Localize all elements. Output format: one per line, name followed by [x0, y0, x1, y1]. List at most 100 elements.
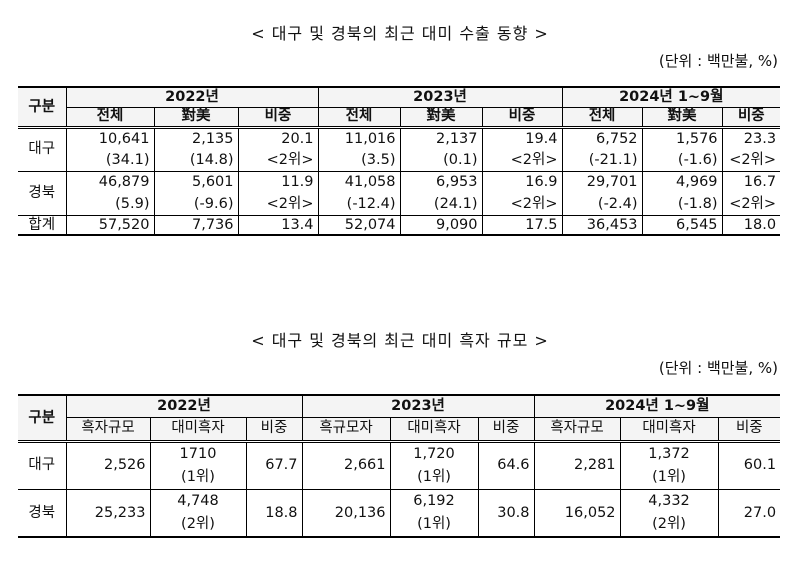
table2-unit: (단위 : 백만불, %) [658, 359, 778, 377]
table2-row-daegu-rank: (1위) (1위) (1위) [18, 465, 780, 490]
table-cell: (1위) [390, 513, 479, 538]
table-cell: 29,701 [562, 171, 643, 193]
table-cell: 52,074 [318, 215, 401, 236]
table-cell: 13.4 [238, 215, 319, 236]
table-cell: 10,641 [66, 127, 155, 149]
table2-title: < 대구 및 경북의 최근 대미 흑자 규모 > [251, 331, 549, 350]
table2-row-daegu: 대구 2,526 1710 67.7 2,661 1,720 64.6 2,28… [18, 441, 781, 490]
table-cell: 2,281 [534, 441, 621, 490]
table1-row-daegu: 대구 10,641 2,135 20.1 11,016 2,137 19.4 6… [18, 127, 780, 172]
table-cell: 6,192 [390, 489, 479, 513]
table-cell: (2위) [620, 513, 719, 538]
table2-subheader: 비중 [246, 417, 303, 443]
table-cell: <2위> [722, 193, 781, 216]
table2-year-2024: 2024년 1~9월 [534, 394, 781, 418]
table-cell: 57,520 [66, 215, 155, 236]
table2-row-gyeongbuk: 경북 25,233 4,748 18.8 20,136 6,192 30.8 1… [18, 489, 781, 538]
table-cell: (1위) [150, 465, 247, 490]
table-cell: (24.1) [400, 193, 483, 216]
table1-subheader: 전체 [562, 107, 643, 129]
table-cell: 1710 [150, 441, 247, 465]
table-cell: (34.1) [66, 149, 155, 172]
table-cell: 64.6 [478, 441, 535, 490]
table-cell: (3.5) [318, 149, 401, 172]
table-cell: 2,526 [66, 441, 151, 490]
row-label-gyeongbuk: 경북 [18, 489, 67, 538]
table1-subheader: 전체 [66, 107, 155, 129]
table-cell: 60.1 [718, 441, 781, 490]
table-cell: 19.4 [482, 127, 563, 149]
table-cell: 4,969 [642, 171, 723, 193]
table-cell: (0.1) [400, 149, 483, 172]
table-cell: 4,748 [150, 489, 247, 513]
surplus-table: 구분 2022년 2023년 2024년 1~9월 흑자규모 대미흑자 비중 흑… [18, 394, 781, 538]
table-cell: 1,720 [390, 441, 479, 465]
table2-year-2022: 2022년 [66, 394, 303, 418]
table-cell: 20,136 [302, 489, 391, 538]
table2-subheader: 비중 [718, 417, 781, 443]
table-cell: (14.8) [154, 149, 239, 172]
table-cell: 16.9 [482, 171, 563, 193]
table-cell: 2,135 [154, 127, 239, 149]
table2-subheader: 대미흑자 [620, 417, 719, 443]
table-cell: 27.0 [718, 489, 781, 538]
table-cell: (1위) [620, 465, 719, 490]
table2-subheader: 흑규모자 [302, 417, 391, 443]
table1-row-total: 합계 57,520 7,736 13.4 52,074 9,090 17.5 3… [18, 215, 781, 236]
table-cell: 6,953 [400, 171, 483, 193]
table-cell: 1,372 [620, 441, 719, 465]
table-cell: 11,016 [318, 127, 401, 149]
table-cell: 23.3 [743, 130, 777, 147]
table-cell: 46,879 [66, 171, 155, 193]
table2-corner: 구분 [18, 394, 67, 443]
table2-subheader: 대미흑자 [150, 417, 247, 443]
table-cell: <2위> [238, 149, 319, 172]
table2-subheader: 대미흑자 [390, 417, 479, 443]
table-cell: 6,752 [562, 127, 643, 149]
table-cell: (-9.6) [154, 193, 239, 216]
table-cell: 7,736 [154, 215, 239, 236]
table-cell: 30.8 [478, 489, 535, 538]
table-cell: <2위> [238, 193, 319, 216]
table-cell: 5,601 [154, 171, 239, 193]
table-cell: 25,233 [66, 489, 151, 538]
table-cell: 2,137 [400, 127, 483, 149]
table1-subheader: 비중 [722, 107, 781, 129]
table-cell: 36,453 [562, 215, 643, 236]
table2-row-gyeongbuk-rank: (2위) (1위) (2위) [18, 513, 780, 538]
table-cell: 18.0 [722, 215, 781, 236]
table-cell: (2위) [150, 513, 247, 538]
table-cell: (5.9) [66, 193, 155, 216]
table-cell: 11.9 [238, 171, 319, 193]
table1-title: < 대구 및 경북의 최근 대미 수출 동향 > [251, 24, 549, 43]
table-cell: (-1.6) [642, 149, 723, 172]
table2-subheader: 흑자규모 [66, 417, 151, 443]
export-table: 구분 2022년 2023년 2024년 1~9월 전체 對美 비중 전체 對美… [18, 86, 781, 236]
table2-subheader: 비중 [478, 417, 535, 443]
row-label-gyeongbuk: 경북 [18, 171, 67, 216]
table-cell: 6,545 [642, 215, 723, 236]
row-label-total: 합계 [18, 215, 67, 236]
table-cell: (-2.4) [562, 193, 643, 216]
table1-corner: 구분 [18, 86, 67, 129]
table1-row-daegu-change: (34.1) (14.8) <2위> (3.5) (0.1) <2위> (-21… [18, 149, 781, 172]
table-cell: <2위> [482, 193, 563, 216]
table1-subheader: 對美 [400, 107, 483, 129]
table2-year-2023: 2023년 [302, 394, 535, 418]
row-label-daegu: 대구 [18, 127, 67, 172]
table-cell: 9,090 [400, 215, 483, 236]
table-cell: <2위> [482, 149, 563, 172]
table-cell: (-21.1) [562, 149, 643, 172]
table-cell: 4,332 [620, 489, 719, 513]
table-cell: (-1.8) [642, 193, 723, 216]
table1-subheader: 對美 [154, 107, 239, 129]
table-cell: 67.7 [246, 441, 303, 490]
table-cell: 2,661 [302, 441, 391, 490]
table-cell: 16,052 [534, 489, 621, 538]
table1-year-2022: 2022년 [66, 86, 319, 108]
table-cell: 1,576 [642, 127, 723, 149]
table1-row-gyeongbuk-change: (5.9) (-9.6) <2위> (-12.4) (24.1) <2위> (-… [18, 193, 781, 216]
table-cell: (-12.4) [318, 193, 401, 216]
table1-subheader: 비중 [238, 107, 319, 129]
table-cell: (1위) [390, 465, 479, 490]
